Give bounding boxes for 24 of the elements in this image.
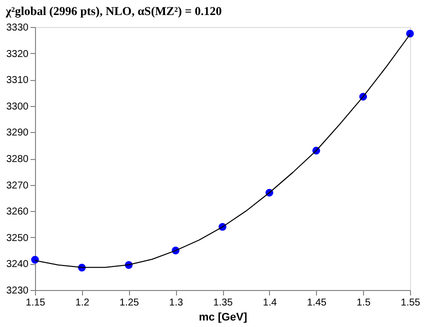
y-tick-label: 3230 — [6, 286, 29, 296]
point — [406, 30, 414, 38]
point — [31, 256, 39, 264]
x-tick-label: 1.15 — [26, 298, 46, 308]
x-tick-label: 1.35 — [213, 298, 234, 308]
x-tick-label: 1.3 — [169, 298, 184, 308]
x-tick-label: 1.2 — [75, 298, 90, 308]
y-tick-label: 3290 — [6, 128, 29, 139]
y-tick-label: 3270 — [6, 180, 29, 192]
y-tick-label: 3280 — [6, 154, 29, 165]
x-tick-label: 1.25 — [120, 298, 140, 308]
x-axis-title: mc [GeV] — [198, 312, 248, 324]
x-tick-label: 1.55 — [400, 298, 421, 308]
y-tick-label: 3310 — [6, 75, 29, 86]
y-tick-label: 3240 — [6, 259, 29, 270]
x-tick-label: 1.4 — [262, 298, 278, 308]
x-tick-label: 1.45 — [307, 298, 327, 308]
y-tick-label: 3320 — [6, 48, 29, 60]
y-tick-label: 3260 — [6, 206, 29, 218]
y-tick-label: 3330 — [6, 22, 29, 34]
y-tick-label: 3300 — [6, 101, 29, 112]
y-tick-label: 3250 — [6, 232, 29, 244]
chart-title: χ²global (2996 pts), NLO, αS(MZ²) = 0.120 — [4, 4, 222, 18]
x-tick-label: 1.5 — [356, 298, 372, 308]
